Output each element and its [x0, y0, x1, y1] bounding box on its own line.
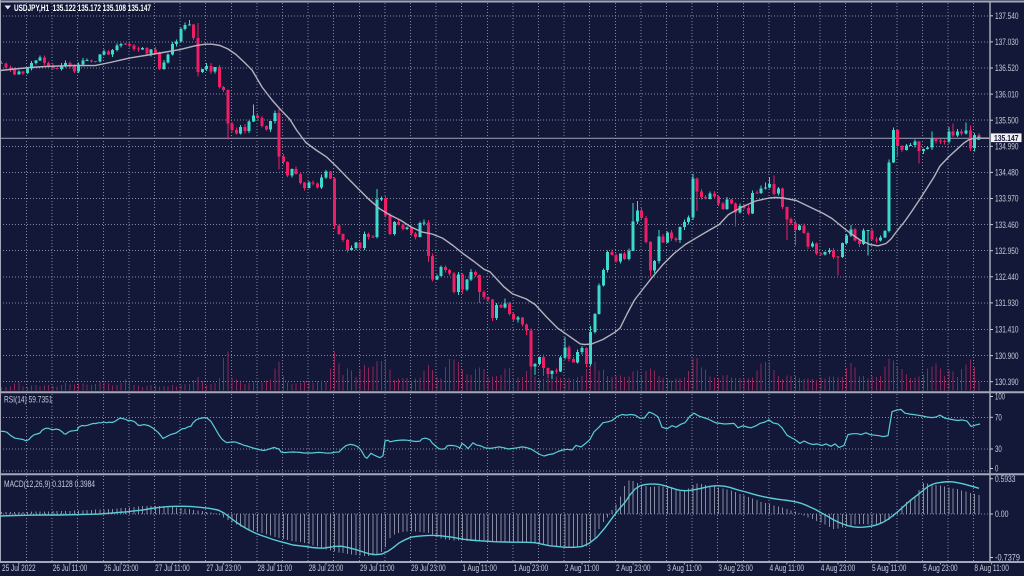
- svg-text:130.900: 130.900: [995, 351, 1019, 361]
- svg-text:130.390: 130.390: [995, 377, 1019, 387]
- svg-text:136.010: 136.010: [995, 89, 1019, 99]
- svg-text:3 Aug 11:00: 3 Aug 11:00: [667, 563, 702, 573]
- svg-text:25 Jul 2022: 25 Jul 2022: [2, 563, 36, 573]
- svg-text:1 Aug 23:00: 1 Aug 23:00: [514, 563, 549, 573]
- svg-text:27 Jul 23:00: 27 Jul 23:00: [206, 563, 241, 573]
- svg-text:26 Jul 11:00: 26 Jul 11:00: [53, 563, 88, 573]
- svg-text:134.480: 134.480: [995, 168, 1019, 178]
- svg-text:136.520: 136.520: [995, 63, 1019, 73]
- svg-text:0: 0: [995, 464, 998, 474]
- svg-text:-0.7379: -0.7379: [995, 553, 1020, 563]
- svg-text:132.950: 132.950: [995, 246, 1019, 256]
- svg-text:131.410: 131.410: [995, 325, 1019, 335]
- svg-text:70: 70: [995, 413, 1002, 423]
- svg-text:3 Aug 23:00: 3 Aug 23:00: [718, 563, 753, 573]
- svg-text:131.930: 131.930: [995, 298, 1019, 308]
- svg-text:132.440: 132.440: [995, 272, 1019, 282]
- svg-text:0.00: 0.00: [995, 509, 1009, 519]
- svg-text:28 Jul 11:00: 28 Jul 11:00: [258, 563, 293, 573]
- svg-text:1 Aug 11:00: 1 Aug 11:00: [462, 563, 497, 573]
- svg-text:4 Aug 23:00: 4 Aug 23:00: [821, 563, 856, 573]
- svg-text:4 Aug 11:00: 4 Aug 11:00: [770, 563, 805, 573]
- svg-text:137.540: 137.540: [995, 11, 1019, 21]
- svg-text:133.460: 133.460: [995, 220, 1019, 230]
- svg-text:5 Aug 23:00: 5 Aug 23:00: [923, 563, 958, 573]
- svg-text:29 Jul 11:00: 29 Jul 11:00: [360, 563, 395, 573]
- svg-text:8 Aug 11:00: 8 Aug 11:00: [974, 563, 1009, 573]
- svg-text:27 Jul 11:00: 27 Jul 11:00: [155, 563, 190, 573]
- svg-text:135.147: 135.147: [994, 133, 1019, 143]
- svg-text:100: 100: [995, 392, 1005, 402]
- svg-text:135.500: 135.500: [995, 115, 1019, 125]
- svg-text:MACD(12,26,9) 0.3128 0.3984: MACD(12,26,9) 0.3128 0.3984: [4, 479, 95, 489]
- svg-text:2 Aug 11:00: 2 Aug 11:00: [565, 563, 600, 573]
- svg-text:2 Aug 23:00: 2 Aug 23:00: [616, 563, 651, 573]
- svg-text:0.5933: 0.5933: [995, 474, 1016, 484]
- svg-text:USDJPY,H1 135.122 135.172 135: USDJPY,H1 135.122 135.172 135.108 135.14…: [14, 3, 151, 14]
- svg-text:137.030: 137.030: [995, 37, 1019, 47]
- svg-text:134.990: 134.990: [995, 142, 1019, 152]
- svg-text:26 Jul 23:00: 26 Jul 23:00: [104, 563, 139, 573]
- svg-text:28 Jul 23:00: 28 Jul 23:00: [309, 563, 344, 573]
- svg-text:30: 30: [995, 444, 1002, 454]
- svg-text:29 Jul 23:00: 29 Jul 23:00: [411, 563, 446, 573]
- svg-text:133.970: 133.970: [995, 194, 1019, 204]
- svg-text:RSI(14) 59.7351: RSI(14) 59.7351: [4, 395, 53, 405]
- svg-text:5 Aug 11:00: 5 Aug 11:00: [872, 563, 907, 573]
